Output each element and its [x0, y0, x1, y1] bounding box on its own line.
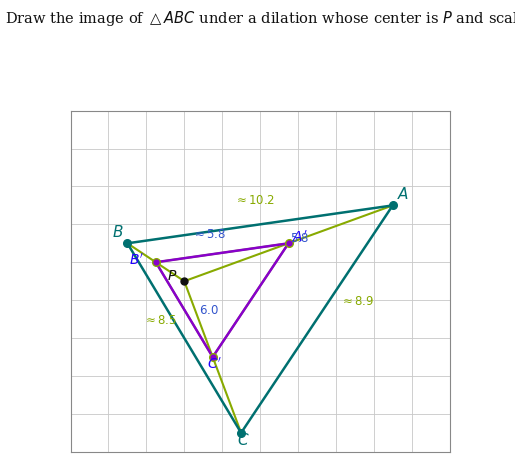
Text: $C$: $C$: [237, 432, 250, 448]
Text: $\approx 8.9$: $\approx 8.9$: [340, 295, 374, 308]
Text: $5.8$: $5.8$: [290, 232, 310, 245]
Text: $6.0$: $6.0$: [199, 304, 219, 317]
Text: $\approx 5.8$: $\approx 5.8$: [192, 228, 226, 242]
Text: $\approx 8.5$: $\approx 8.5$: [143, 313, 177, 327]
Text: $B$: $B$: [112, 224, 124, 240]
Text: $B'$: $B'$: [129, 253, 144, 268]
Text: $\approx 10.2$: $\approx 10.2$: [233, 194, 274, 207]
Text: $A'$: $A'$: [293, 230, 308, 245]
Text: $A$: $A$: [397, 186, 409, 201]
Text: $C'$: $C'$: [207, 357, 222, 372]
Text: $P$: $P$: [167, 269, 178, 283]
Text: Draw the image of $\triangle ABC$ under a dilation whose center is $P$ and scale: Draw the image of $\triangle ABC$ under …: [5, 7, 515, 32]
